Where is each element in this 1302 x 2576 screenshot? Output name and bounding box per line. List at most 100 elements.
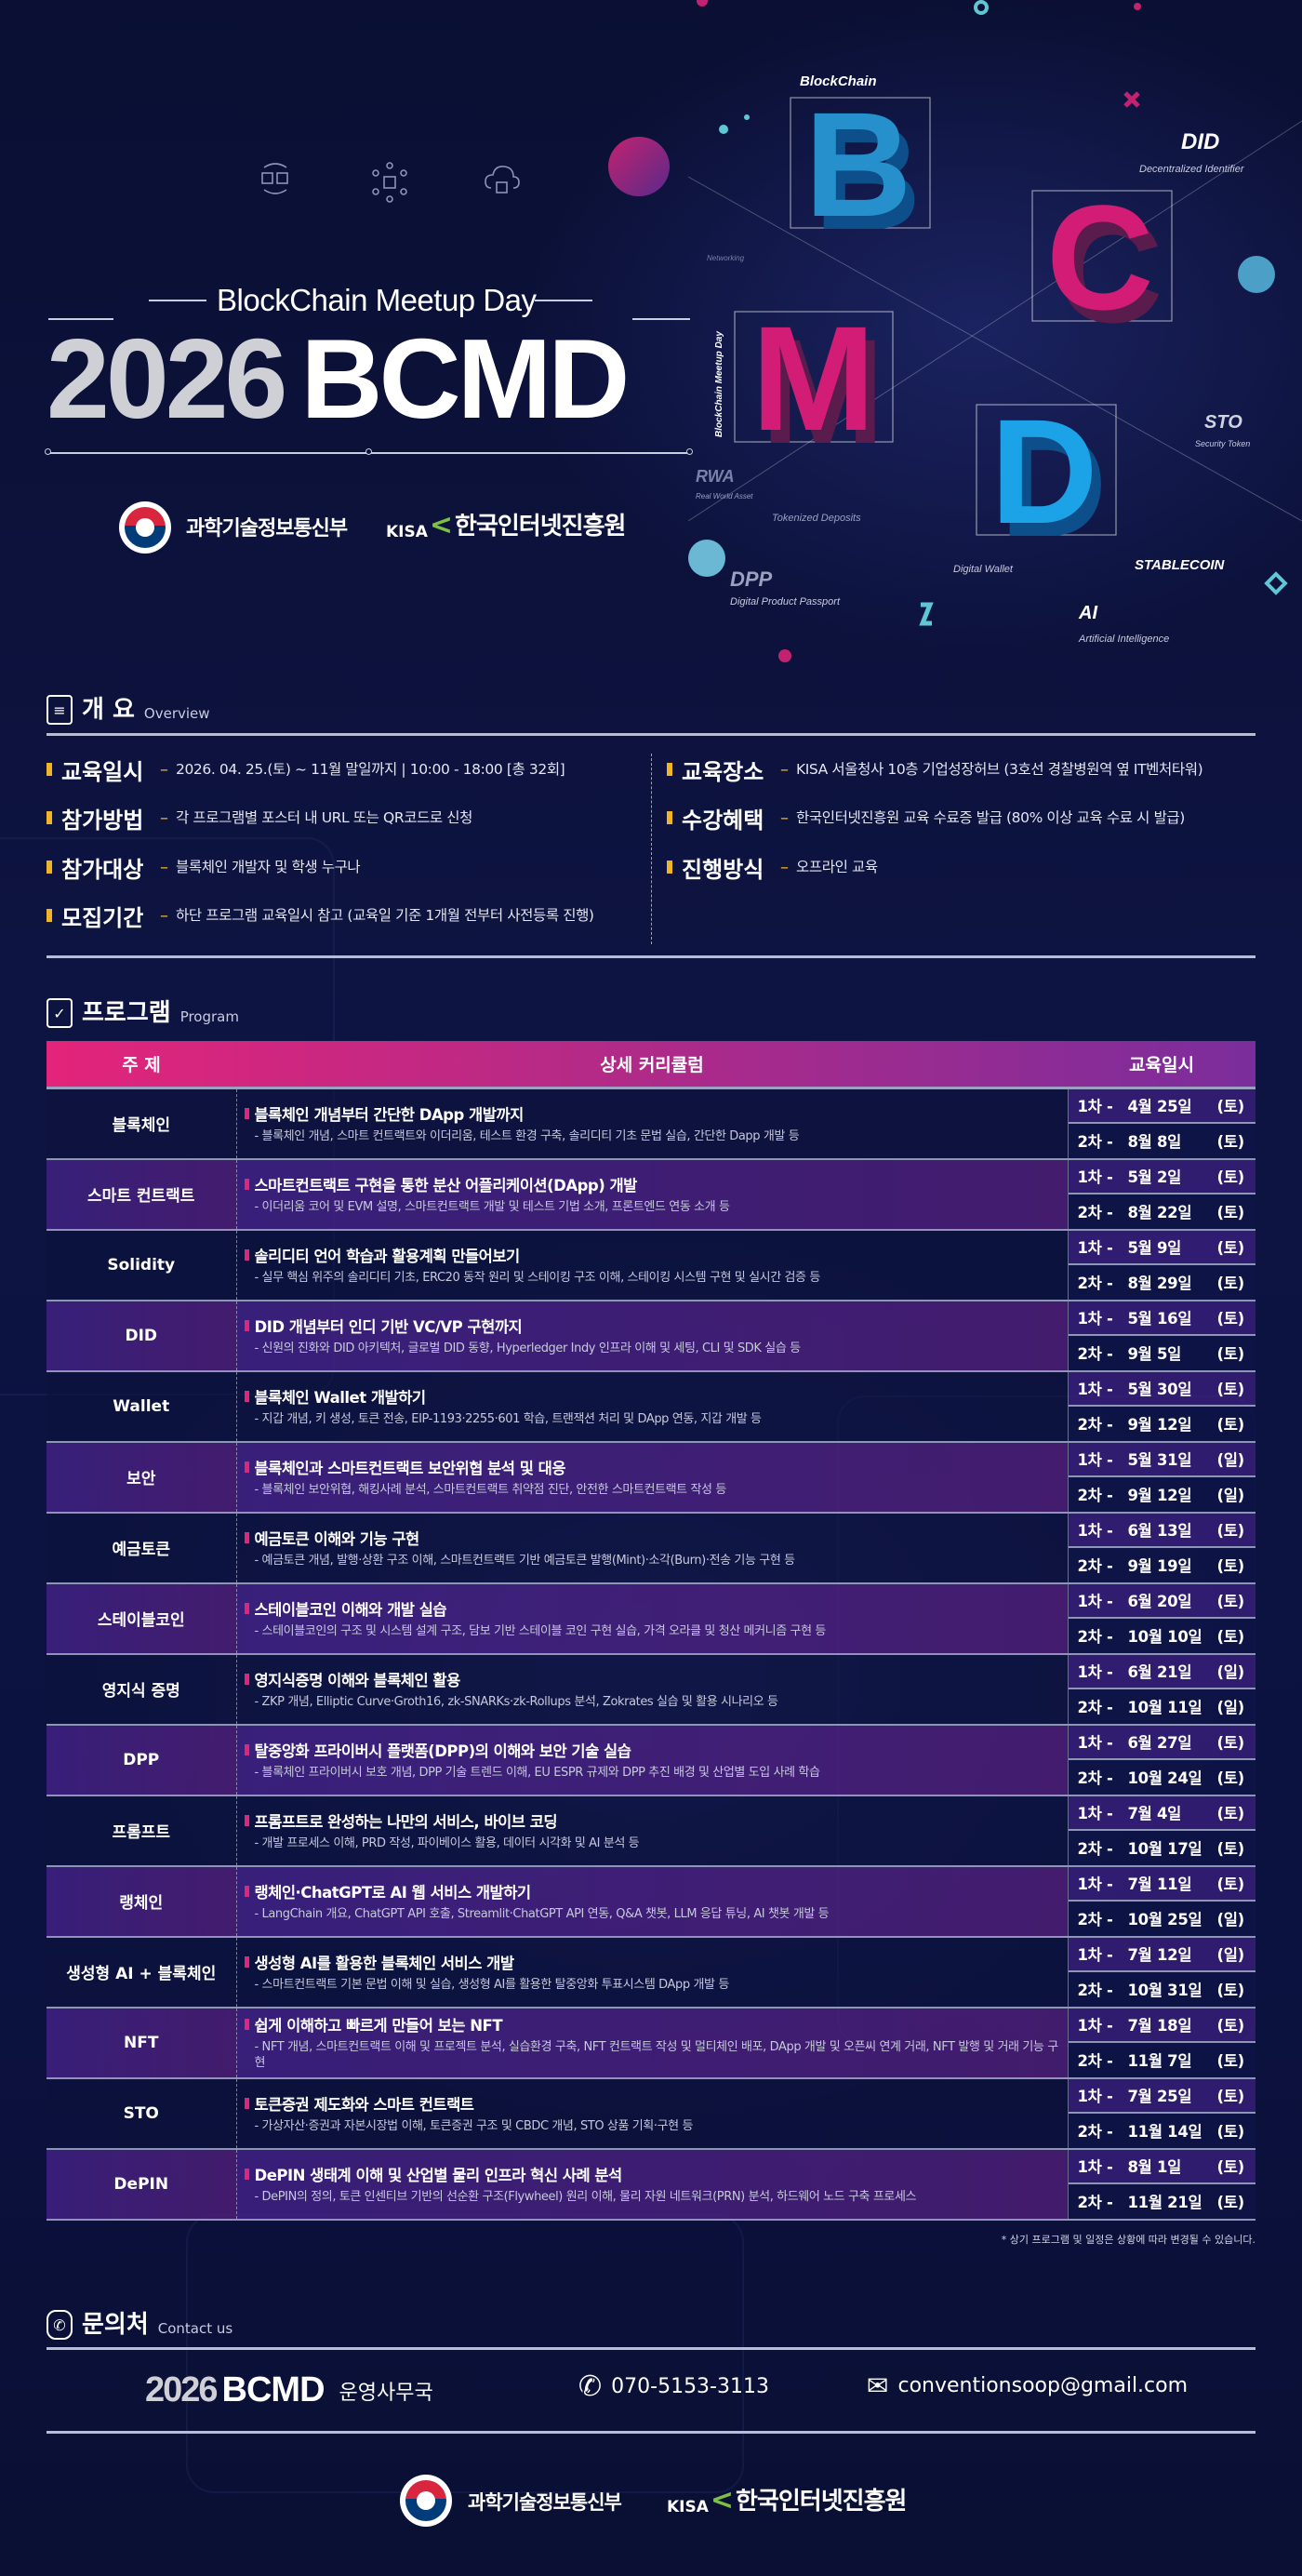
session-round: 1차 - xyxy=(1077,1805,1113,1822)
footer-ministry-logo: 과학기술정보통신부 xyxy=(468,2491,622,2514)
label-ai: AI xyxy=(1078,603,1097,623)
session-round: 1차 - xyxy=(1077,2158,1113,2176)
curriculum-desc: - 블록체인 프라이버시 보호 개념, DPP 기술 트렌드 이해, EU ES… xyxy=(254,1765,820,1780)
session-date: 2차 - 11월 21일 (토) xyxy=(1068,2183,1256,2219)
overview-item: 진행방식 – 오프라인 교육 xyxy=(667,847,878,888)
session-day: 7월 25일 xyxy=(1127,2088,1192,2105)
curriculum-desc: - 블록체인 개념, 스마트 컨트랙트와 이더리움, 테스트 환경 구축, 솔리… xyxy=(254,1128,800,1143)
label-did: DID xyxy=(1181,129,1219,154)
session-weekday: (토) xyxy=(1216,1557,1245,1575)
session-weekday: (토) xyxy=(1216,1734,1245,1752)
session-date: 1차 - 5월 16일 (토) xyxy=(1068,1301,1256,1336)
curriculum-title: 생성형 AI를 활용한 블록체인 서비스 개발 xyxy=(245,1951,1062,1973)
contact-email[interactable]: ✉ conventionsoop@gmail.com xyxy=(867,2370,1188,2401)
session-round: 2차 - xyxy=(1077,1699,1113,1716)
table-row: 프롬프트 프롬프트로 완성하는 나만의 서비스, 바이브 코딩 - 개발 프로세스 … xyxy=(46,1795,1256,1867)
table-row: 보안 블록체인과 스마트컨트랙트 보안위협 분석 및 대응 - 블록체인 보안위협,… xyxy=(46,1441,1256,1514)
session-weekday: (토) xyxy=(1216,2194,1245,2211)
overview-item: 참가방법 – 각 프로그램별 포스터 내 URL 또는 QR코드로 신청 xyxy=(46,797,472,838)
curriculum-title: 쉽게 이해하고 빠르게 만들어 보는 NFT xyxy=(245,2013,1062,2035)
email-address[interactable]: conventionsoop@gmail.com xyxy=(897,2374,1189,2397)
session-weekday: (토) xyxy=(1216,2017,1245,2035)
divider xyxy=(46,2431,1256,2434)
curriculum-title: 영지식증명 이해와 블록체인 활용 xyxy=(245,1668,1062,1690)
session-round: 1차 - xyxy=(1077,1734,1113,1752)
curriculum-title: 토큰증권 제도화와 스마트 컨트랙트 xyxy=(245,2092,1062,2115)
topic-cell: 영지식 증명 xyxy=(46,1653,237,1726)
dash: – xyxy=(160,857,168,877)
session-day: 6월 27일 xyxy=(1127,1734,1192,1752)
session-day: 10월 31일 xyxy=(1127,1982,1202,1999)
top-icons xyxy=(261,162,520,203)
phone-memo-icon: ✆ xyxy=(46,2310,73,2340)
pink-orb-decoration xyxy=(608,137,670,196)
contact-title: 문의처 xyxy=(82,2311,149,2339)
column-divider xyxy=(651,754,652,944)
kisa-mark: KISA xyxy=(386,523,428,541)
dates-cell: 1차 - 5월 30일 (토) 2차 - 9월 12일 (토) xyxy=(1067,1370,1256,1443)
session-round: 2차 - xyxy=(1077,1982,1113,1999)
bullet-icon xyxy=(46,763,52,776)
dash: – xyxy=(160,808,168,828)
mail-icon: ✉ xyxy=(867,2370,889,2401)
session-weekday: (토) xyxy=(1216,1133,1245,1151)
line-node xyxy=(686,448,693,455)
session-round: 2차 - xyxy=(1077,2052,1113,2070)
session-weekday: (토) xyxy=(1216,1982,1245,1999)
label-rwa-sub: Real World Asset xyxy=(696,492,753,501)
session-day: 7월 11일 xyxy=(1127,1875,1192,1893)
session-date: 1차 - 6월 27일 (토) xyxy=(1068,1725,1256,1760)
label-ai-sub: Artificial Intelligence xyxy=(1078,634,1169,645)
curriculum-cell: 블록체인 Wallet 개발하기 - 지갑 개념, 키 생성, 토큰 전송, EI… xyxy=(236,1370,1068,1443)
session-round: 2차 - xyxy=(1077,1840,1113,1858)
session-weekday: (토) xyxy=(1216,1593,1245,1610)
title-line xyxy=(149,300,206,301)
session-round: 1차 - xyxy=(1077,2017,1113,2035)
cloud-block-icon xyxy=(485,166,520,194)
phone-number[interactable]: 070-5153-3113 xyxy=(611,2375,769,2398)
session-weekday: (토) xyxy=(1216,1522,1245,1540)
session-day: 6월 20일 xyxy=(1127,1593,1192,1610)
contact-phone[interactable]: ✆ 070-5153-3113 xyxy=(578,2370,769,2403)
session-day: 6월 13일 xyxy=(1127,1522,1192,1540)
overview-label: 모집기간 xyxy=(61,904,144,931)
session-round: 2차 - xyxy=(1077,1416,1113,1434)
illustration-letter-c: C xyxy=(1046,174,1154,340)
document-icon: ≡ xyxy=(46,695,73,725)
session-date: 2차 - 8월 22일 (토) xyxy=(1068,1194,1256,1229)
schedule-note: * 상기 프로그램 및 일정은 상황에 따라 변경될 수 있습니다. xyxy=(1001,2234,1256,2246)
curriculum-title: 스테이블코인 이해와 개발 실습 xyxy=(245,1597,1062,1620)
blocks-exchange-icon xyxy=(261,163,288,194)
session-weekday: (토) xyxy=(1216,1275,1245,1292)
session-day: 5월 9일 xyxy=(1127,1239,1182,1257)
label-blockchain: BlockChain xyxy=(800,73,877,89)
session-date: 2차 - 8월 8일 (토) xyxy=(1068,1123,1256,1158)
curriculum-title: 프롬프트로 완성하는 나만의 서비스, 바이브 코딩 xyxy=(245,1809,1062,1832)
label-rwa: RWA xyxy=(696,467,735,486)
session-day: 6월 21일 xyxy=(1127,1663,1192,1681)
title-line xyxy=(632,318,690,320)
topic-cell: 생성형 AI + 블록체인 xyxy=(46,1936,237,2009)
overview-item: 수강혜택 – 한국인터넷진흥원 교육 수료증 발급 (80% 이상 교육 수료 시 … xyxy=(667,797,1185,838)
topic-cell: 보안 xyxy=(46,1441,237,1514)
circuit-decoration xyxy=(186,2214,744,2493)
session-day: 7월 4일 xyxy=(1127,1805,1182,1822)
overview-label: 교육일시 xyxy=(61,758,144,785)
curriculum-title: 블록체인 Wallet 개발하기 xyxy=(245,1385,1062,1408)
session-round: 1차 - xyxy=(1077,1663,1113,1681)
curriculum-cell: DePIN 생태계 이해 및 산업별 물리 인프라 혁신 사례 분석 - DePI… xyxy=(236,2148,1068,2221)
kisa-mark: KISA xyxy=(667,2498,709,2516)
curriculum-cell: 스테이블코인 이해와 개발 실습 - 스테이블코인의 구조 및 시스템 설계 구조… xyxy=(236,1582,1068,1655)
line-node xyxy=(45,448,51,455)
curriculum-desc: - 실무 핵심 위주의 솔리디티 기초, ERC20 동작 원리 및 스테이킹 … xyxy=(254,1270,821,1285)
ministry-emblem-icon xyxy=(400,2475,452,2527)
label-deposits: Tokenized Deposits xyxy=(772,513,861,524)
dates-cell: 1차 - 6월 21일 (일) 2차 - 10월 11일 (일) xyxy=(1067,1653,1256,1726)
bullet-icon xyxy=(667,861,672,874)
table-row: 예금토큰 예금토큰 이해와 기능 구현 - 예금토큰 개념, 발행·상환 구조 이해… xyxy=(46,1512,1256,1584)
label-vertical: BlockChain Meetup Day xyxy=(714,331,724,437)
session-date: 1차 - 7월 25일 (토) xyxy=(1068,2078,1256,2114)
curriculum-desc: - 신원의 진화와 DID 아키텍처, 글로벌 DID 동향, Hyperled… xyxy=(254,1341,802,1355)
session-round: 1차 - xyxy=(1077,1875,1113,1893)
session-day: 9월 5일 xyxy=(1127,1345,1182,1363)
